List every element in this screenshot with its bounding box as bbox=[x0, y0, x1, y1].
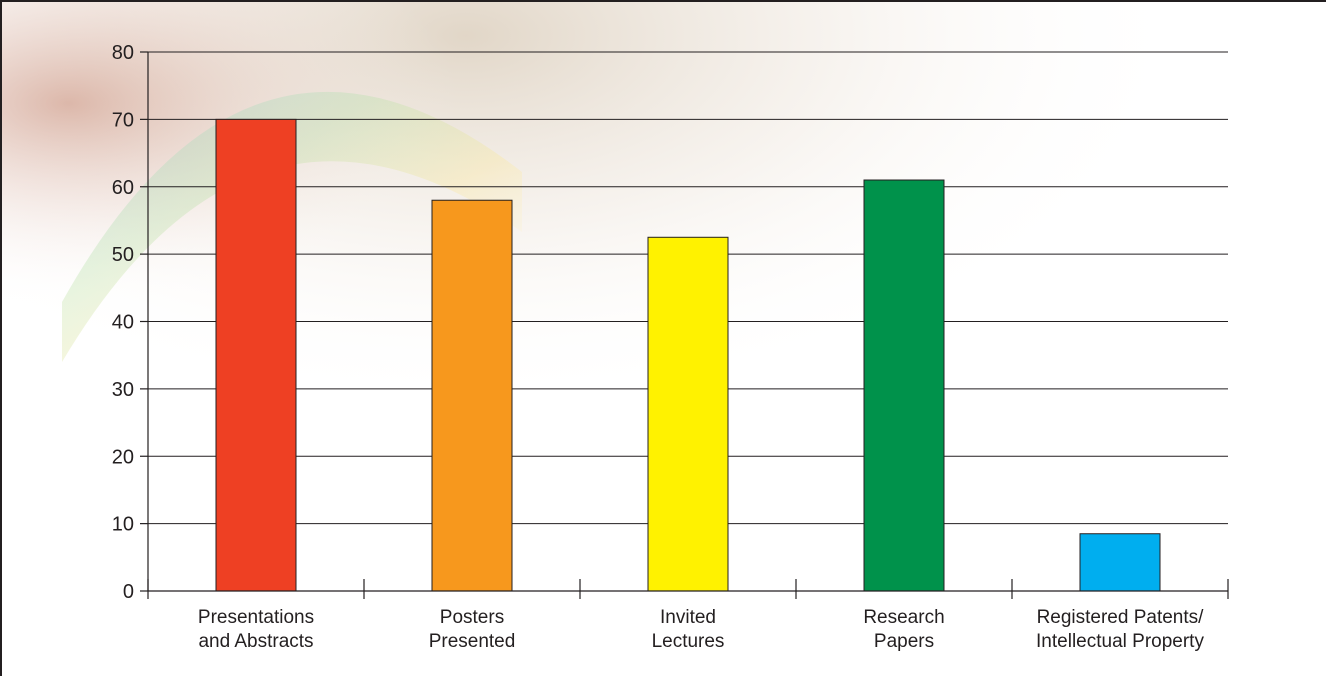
bar bbox=[1079, 533, 1161, 592]
bars bbox=[215, 118, 1161, 592]
y-tick-label: 60 bbox=[112, 177, 134, 199]
x-tick-label: Papers bbox=[874, 631, 934, 652]
x-tick-label: Registered Patents/ bbox=[1037, 607, 1205, 628]
bar bbox=[215, 118, 297, 592]
x-tick-label: and Abstracts bbox=[198, 631, 313, 652]
y-tick-label: 70 bbox=[112, 109, 134, 131]
x-tick-label: Lectures bbox=[652, 631, 725, 652]
axis-labels: 0 10 20 30 40 50 60 70 80 Presentations and Abstra… bbox=[112, 42, 1205, 652]
bar bbox=[431, 199, 513, 592]
y-tick-label: 10 bbox=[112, 514, 134, 536]
y-tick-label: 40 bbox=[112, 312, 134, 334]
y-tick-label: 20 bbox=[112, 446, 134, 468]
x-tick-label: Presented bbox=[429, 631, 516, 652]
bar bbox=[647, 236, 729, 592]
axes bbox=[140, 51, 1229, 599]
y-tick-label: 80 bbox=[112, 42, 134, 64]
x-tick-label: Posters bbox=[440, 607, 504, 628]
y-tick-label: 50 bbox=[112, 244, 134, 266]
x-tick-label: Research bbox=[863, 607, 944, 628]
bar bbox=[863, 179, 945, 592]
y-tick-label: 0 bbox=[123, 581, 134, 603]
y-tick-label: 30 bbox=[112, 379, 134, 401]
x-tick-label: Intellectual Property bbox=[1036, 631, 1204, 652]
x-tick-label: Invited bbox=[660, 607, 716, 628]
x-tick-label: Presentations bbox=[198, 607, 314, 628]
